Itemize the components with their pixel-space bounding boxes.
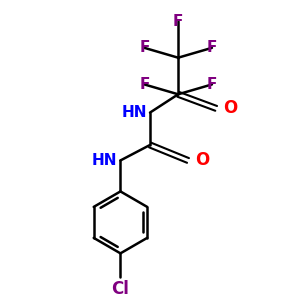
Text: O: O [195, 152, 209, 169]
Text: F: F [207, 40, 217, 55]
Text: F: F [207, 77, 217, 92]
Text: F: F [139, 40, 150, 55]
Text: HN: HN [92, 153, 118, 168]
Text: Cl: Cl [112, 280, 129, 298]
Text: F: F [173, 14, 183, 28]
Text: HN: HN [122, 105, 147, 120]
Text: F: F [139, 77, 150, 92]
Text: O: O [223, 99, 237, 117]
